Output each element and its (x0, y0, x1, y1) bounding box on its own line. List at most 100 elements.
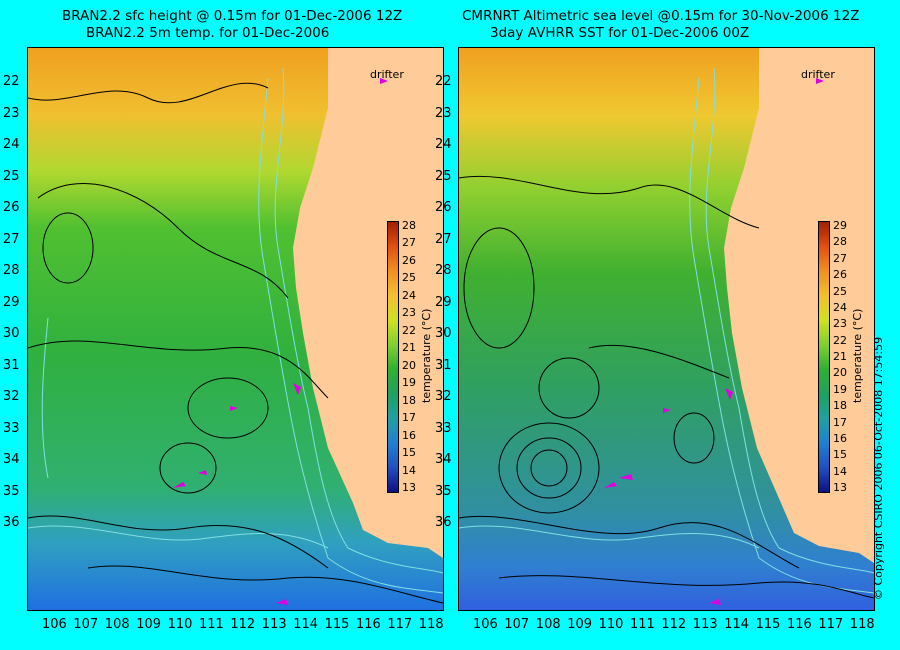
left-drifter-label: drifter (370, 68, 404, 81)
left-colorbar-tick: 24 (402, 288, 416, 302)
left-colorbar-tick: 22 (402, 323, 416, 337)
left-map-panel: drifter 28 27 26 25 24 23 22 21 20 19 18 17 16 15 14 13… (27, 47, 444, 611)
left-lat-tick: 28 (3, 263, 20, 278)
right-lat-tick: 35 (435, 483, 452, 499)
left-lat-tick: 29 (3, 294, 20, 310)
left-colorbar-tick: 18 (402, 393, 416, 407)
left-title-line2: BRAN2.2 5m temp. for 01-Dec-2006 (86, 25, 330, 41)
right-colorbar-tick: 28 (833, 235, 847, 249)
right-colorbar-tick: 16 (833, 431, 847, 445)
left-title-line1: BRAN2.2 sfc height @ 0.15m for 01-Dec-20… (62, 8, 403, 24)
left-lon-tick: 114 (293, 617, 319, 632)
left-colorbar-tick: 21 (402, 341, 416, 355)
left-lat-tick: 27 (3, 231, 20, 247)
left-colorbar-tick: 19 (402, 376, 416, 390)
right-lat-tick: 22 (435, 74, 452, 89)
right-lat-tick: 23 (435, 105, 452, 121)
left-lat-tick: 35 (3, 483, 20, 499)
right-colorbar-tick: 27 (833, 251, 847, 265)
left-lon-tick: 112 (230, 617, 256, 632)
left-lon-tick: 108 (104, 617, 130, 632)
right-colorbar-tick: 13 (833, 481, 847, 494)
left-ssh-contours (28, 82, 443, 604)
left-colorbar-tick: 26 (402, 253, 416, 267)
left-colorbar-tick: 20 (402, 358, 416, 372)
right-lat-tick: 36 (435, 515, 452, 530)
left-lon-tick: 111 (199, 617, 224, 632)
right-colorbar-tick: 18 (833, 399, 847, 413)
right-drifter-tracks (604, 78, 824, 605)
left-colorbar-title: temperature (°C) (420, 308, 433, 403)
right-lon-tick: 116 (787, 617, 812, 632)
right-lat-tick: 34 (435, 452, 452, 467)
left-lon-tick: 113 (261, 617, 287, 632)
right-lat-tick: 30 (435, 326, 452, 341)
left-lat-tick: 25 (3, 168, 20, 184)
right-colorbar-tick: 26 (833, 268, 847, 282)
left-lat-tick: 30 (3, 326, 20, 341)
left-colorbar-tick: 27 (402, 236, 416, 250)
right-map-panel: drifter 29 28 27 26 25 24 23 22 21 20 19 18 17 16 15 14… (458, 47, 875, 611)
right-colorbar-tick: 21 (833, 350, 847, 363)
right-lat-tick: 24 (435, 137, 452, 152)
left-lat-tick: 31 (3, 357, 20, 373)
right-title-line1: CMRNRT Altimetric sea level @0.15m for 3… (462, 8, 860, 24)
left-colorbar-tick: 28 (402, 219, 416, 232)
left-lon-tick: 106 (42, 617, 67, 632)
left-colorbar-tick: 17 (402, 411, 416, 425)
right-title-line2: 3day AVHRR SST for 01-Dec-2006 00Z (490, 25, 750, 41)
right-lat-tick: 33 (435, 420, 452, 436)
right-lat-tick: 27 (435, 231, 452, 247)
left-drifter-tracks (173, 78, 388, 605)
right-lat-tick: 26 (435, 200, 452, 215)
right-ssh-contours (459, 175, 874, 599)
right-colorbar-title: temperature (°C) (851, 308, 864, 403)
left-lat-tick: 22 (3, 74, 20, 89)
left-lon-tick: 117 (387, 617, 413, 632)
left-lon-tick: 118 (418, 617, 444, 632)
left-bathymetry (28, 67, 443, 594)
left-sst-map (28, 48, 443, 610)
left-lat-tick: 23 (3, 105, 20, 121)
right-colorbar-tick: 17 (833, 415, 847, 429)
left-lat-tick: 26 (3, 200, 20, 215)
left-colorbar-tick: 23 (402, 306, 416, 320)
left-lat-tick: 34 (3, 452, 20, 467)
right-colorbar-tick: 15 (833, 448, 847, 462)
right-lat-tick: 32 (435, 389, 452, 404)
right-colorbar-tick: 24 (833, 300, 847, 314)
right-lon-tick: 118 (849, 617, 875, 632)
left-colorbar-tick: 16 (402, 428, 416, 442)
right-lat-tick: 29 (435, 294, 452, 310)
left-land (293, 48, 443, 558)
left-lon-tick: 109 (136, 617, 162, 632)
right-colorbar-tick: 22 (833, 333, 847, 347)
right-lon-tick: 117 (818, 617, 844, 632)
right-drifter-label: drifter (801, 68, 835, 81)
left-lon-tick: 116 (356, 617, 381, 632)
right-colorbar-tick: 23 (833, 317, 847, 331)
left-lat-tick: 24 (3, 137, 20, 152)
copyright-notice: © Copyright CSIRO 2006 06-Oct-2008 17:54… (872, 336, 885, 600)
left-lon-tick: 107 (73, 617, 99, 632)
left-lat-tick: 33 (3, 420, 20, 436)
right-colorbar (818, 221, 830, 493)
right-lat-tick: 31 (435, 357, 452, 373)
right-colorbar-tick: 14 (833, 464, 847, 478)
right-lon-tick: 114 (724, 617, 750, 632)
right-lon-tick: 111 (630, 617, 655, 632)
right-lon-tick: 115 (755, 617, 781, 632)
right-lon-tick: 109 (567, 617, 593, 632)
left-lon-tick: 115 (324, 617, 350, 632)
right-sst-map (459, 48, 874, 610)
left-colorbar-tick: 25 (402, 271, 416, 285)
right-land (724, 48, 874, 563)
right-lon-tick: 110 (598, 617, 624, 632)
right-colorbar-tick: 29 (833, 219, 847, 232)
right-lon-tick: 112 (661, 617, 687, 632)
right-colorbar-tick: 20 (833, 366, 847, 380)
left-colorbar-tick: 13 (402, 481, 416, 494)
right-lat-tick: 28 (435, 263, 452, 278)
right-lon-tick: 108 (535, 617, 561, 632)
right-colorbar-tick: 19 (833, 382, 847, 396)
